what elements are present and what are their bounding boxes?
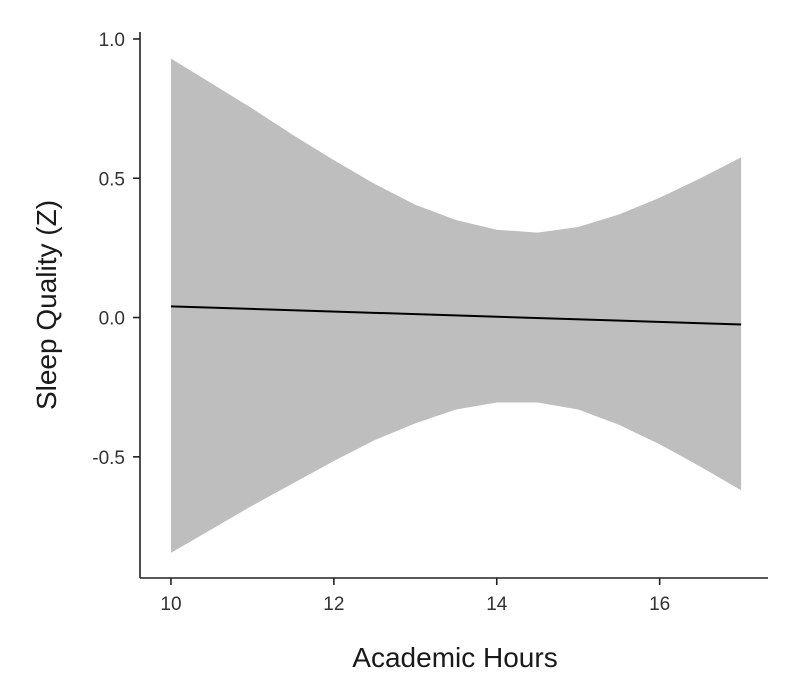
x-ticks: 10 12 14 16 — [160, 578, 670, 615]
x-axis-title: Academic Hours — [352, 642, 557, 673]
x-tick-label: 16 — [649, 594, 670, 615]
y-tick-label: 1.0 — [99, 30, 125, 51]
y-tick-label: -0.5 — [92, 448, 125, 469]
fit-line — [170, 305, 742, 326]
y-axis-title: Sleep Quality (Z) — [31, 200, 62, 410]
x-tick-label: 14 — [486, 594, 508, 615]
confidence-band — [170, 58, 742, 553]
y-tick-label: 0.5 — [99, 169, 125, 190]
x-tick-label: 12 — [323, 594, 344, 615]
fit-line-layer — [170, 305, 742, 326]
axes — [139, 32, 768, 579]
x-tick-label: 10 — [160, 594, 181, 615]
y-tick-label: 0.0 — [99, 309, 125, 330]
confidence-band-layer — [170, 58, 742, 553]
y-ticks: 1.0 0.5 0.0 -0.5 — [92, 30, 140, 469]
